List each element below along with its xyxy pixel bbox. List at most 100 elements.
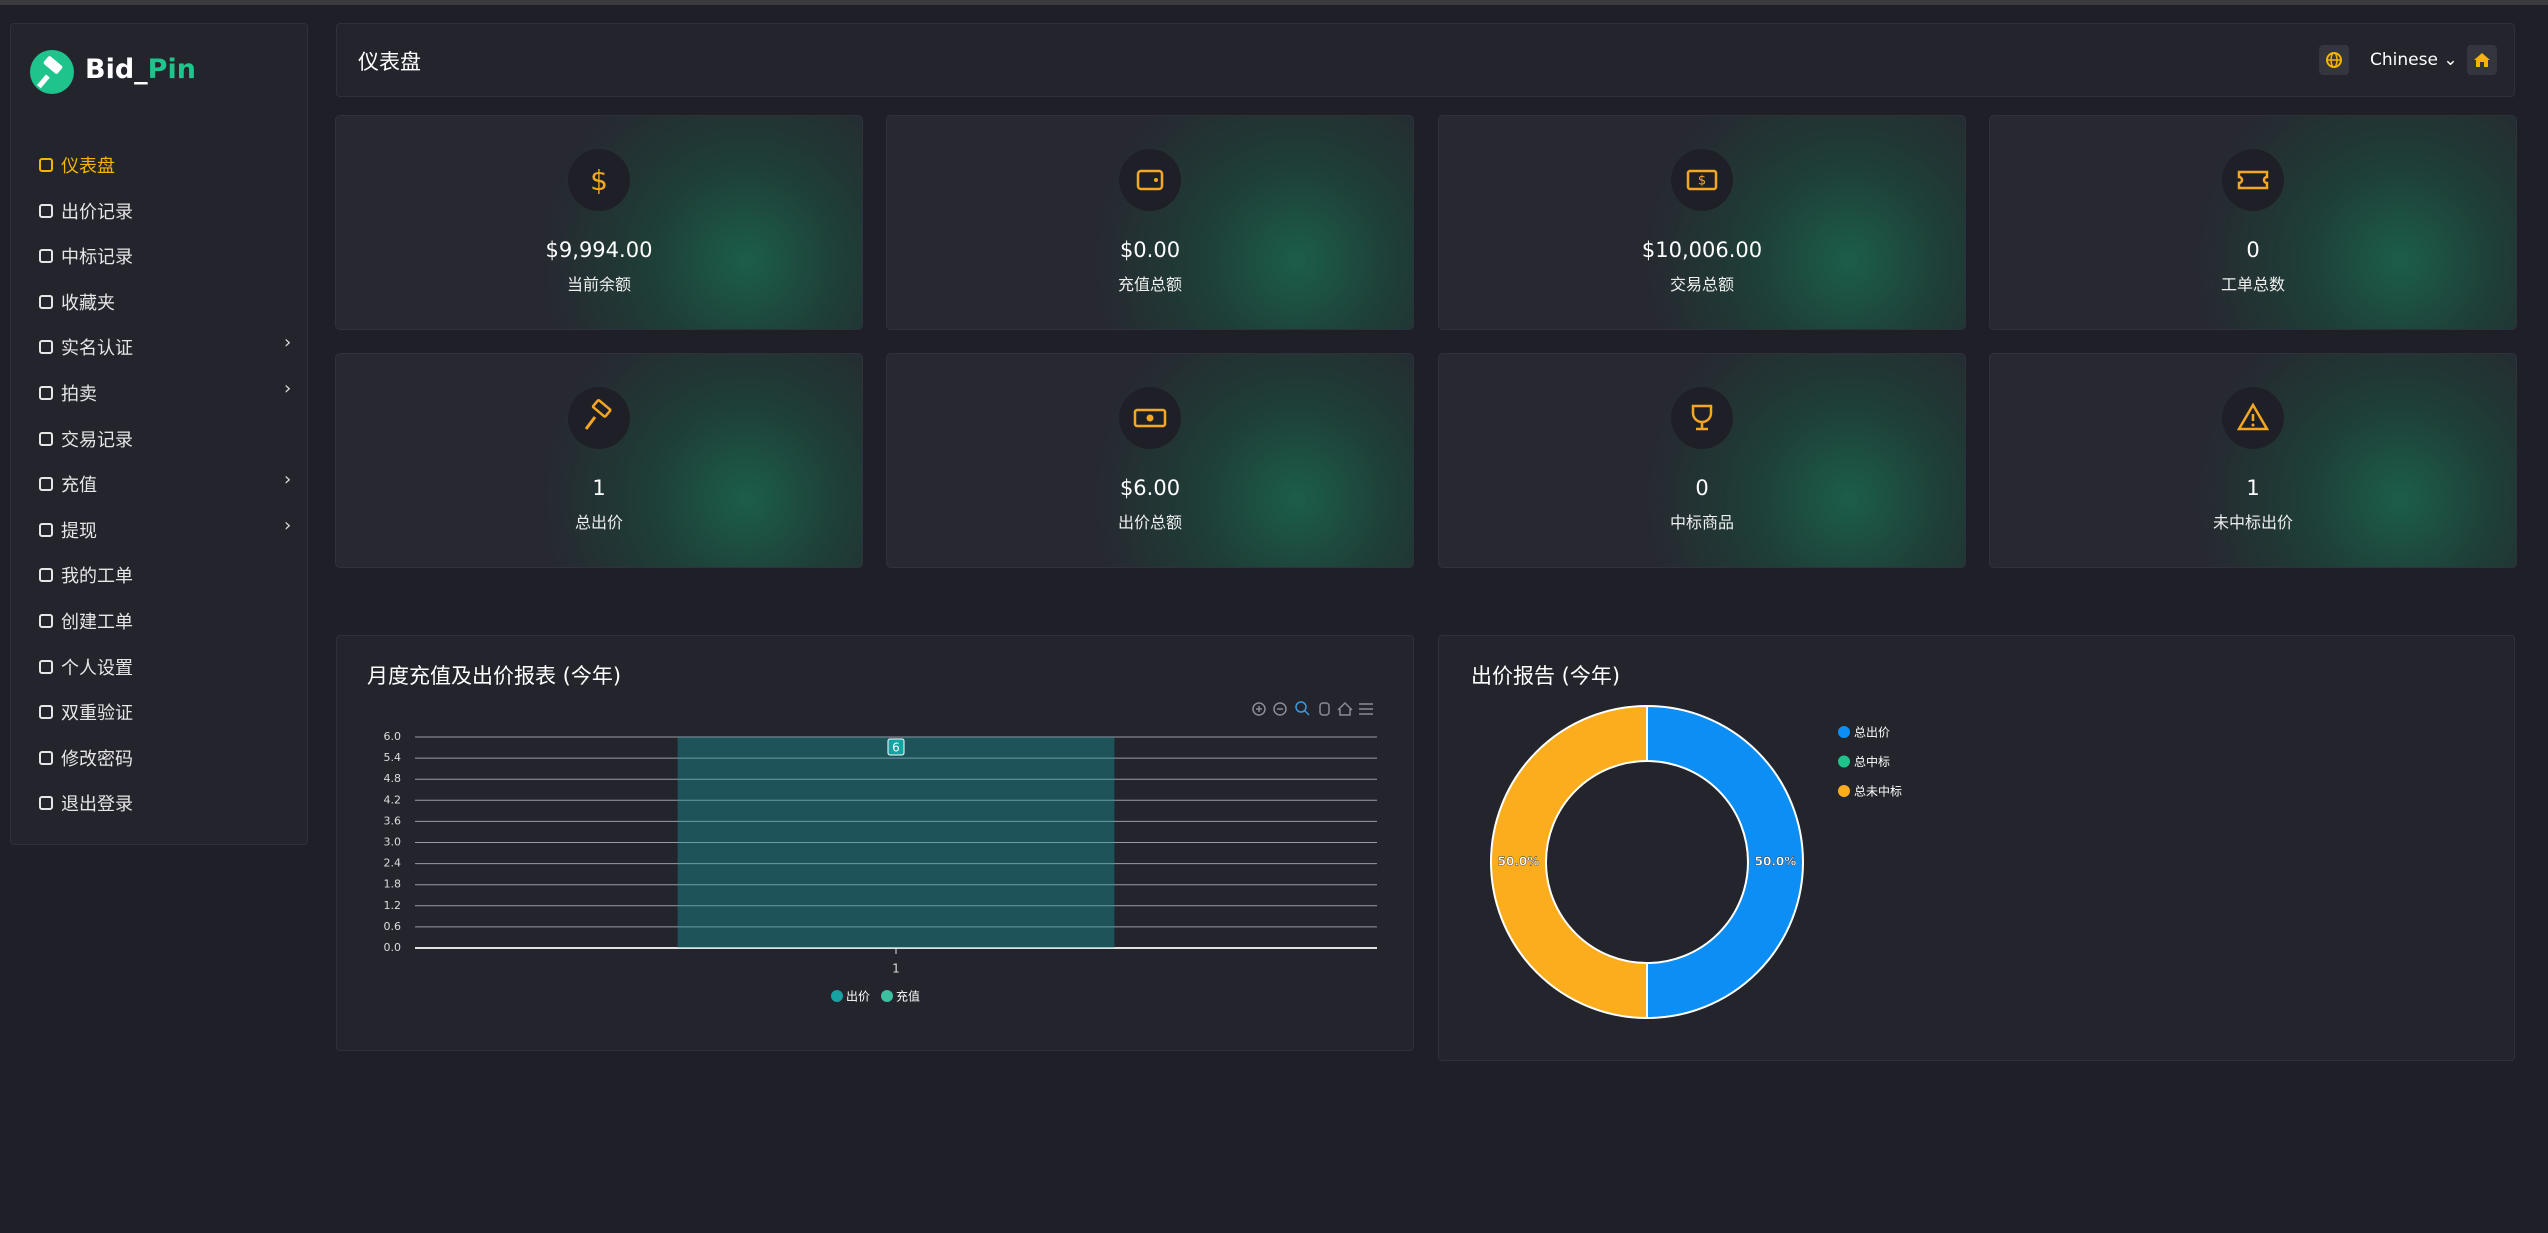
menu-label: 收藏夹 [61,292,115,314]
menu-item[interactable]: 出价记录 [39,198,133,224]
legend-swatch [1838,785,1850,797]
y-tick-label: 3.6 [384,814,402,827]
legend-label: 总出价 [1854,726,1890,740]
logo-icon [30,50,74,94]
menu-label: 修改密码 [61,748,133,770]
y-tick-label: 5.4 [384,751,402,764]
chevron: › [284,514,292,536]
pie-segment [1646,704,1804,1020]
menu-icon [39,386,53,400]
menu-item[interactable]: 收藏夹 [39,289,115,315]
stat-card: 1 总出价 [335,353,863,568]
stat-card: 0 工单总数 [1989,115,2517,330]
stat-card: $0.00 充值总额 [886,115,1414,330]
stat-card: $6.00 出价总额 [886,353,1414,568]
menu-icon [39,203,53,218]
menu-icon [39,659,53,674]
menu-item[interactable]: 充值 [39,471,97,497]
stat-card: 0 中标商品 [1438,353,1966,568]
card-icon [1671,387,1733,449]
menu-item[interactable]: 实名认证 [39,334,133,360]
menu-label: 个人设置 [61,657,133,679]
y-tick-label: 4.2 [384,793,402,806]
menu-item[interactable]: 中标记录 [39,243,133,269]
brand-first: Bid_ [85,54,148,85]
globe-button[interactable] [2319,45,2349,75]
svg-text:$: $ [1698,174,1706,189]
menu-icon [39,294,53,309]
menu-item[interactable]: 修改密码 [39,745,133,771]
menu-item[interactable]: 拍卖 [39,380,97,406]
menu-item[interactable]: 交易记录 [39,426,133,452]
language-select[interactable]: Chinese ⌄ [2370,50,2458,70]
menu-item[interactable]: 创建工单 [39,608,133,634]
card-label: 当前余额 [566,275,631,294]
card-value: $6.00 [1119,476,1181,500]
card-label: 工单总数 [2220,275,2285,294]
menu-item[interactable]: 退出登录 [39,790,133,816]
card-label: 充值总额 [1117,275,1182,294]
y-tick-label: 1.8 [384,878,402,891]
card-label: 总出价 [574,513,623,532]
chevron: › [284,332,292,354]
menu-label: 实名认证 [61,338,133,360]
menu-item[interactable]: 提现 [39,517,97,543]
slice-label: 50.0% [1755,855,1797,869]
y-tick-label: 3.0 [384,836,402,849]
card-icon [2222,387,2284,449]
menu-label: 出价记录 [61,201,133,223]
bar-chart: 月度充值及出价报表 (今年) 0.0 0.6 1.2 1.8 2.4 3.0 3.6 4.2 4.… [367,664,1377,1004]
menu-label: 拍卖 [61,384,97,405]
menu-label: 双重验证 [61,703,133,725]
menu-item[interactable]: 仪表盘 [39,152,115,178]
legend-label: 总中标 [1854,754,1890,769]
menu-icon [39,705,53,720]
legend-label: 充值 [896,989,920,1004]
card-icon: $ [568,149,630,211]
y-tick-label: 4.8 [384,772,402,785]
card-value: $9,994.00 [545,238,653,262]
legend-label: 总未中标 [1854,784,1902,799]
menu-label: 充值 [61,475,97,497]
card-value: 0 [1695,476,1709,500]
card-label: 出价总额 [1117,513,1182,532]
menu-label: 退出登录 [61,794,133,816]
menu-label: 我的工单 [61,566,133,588]
x-tick-label: 1 [892,962,900,976]
card-value: $0.00 [1119,238,1181,262]
brand: Bid_Pin [85,54,196,85]
y-tick-label: 1.2 [384,899,402,912]
chart-title: 月度充值及出价报表 (今年) [367,664,621,688]
chevron: › [284,378,292,399]
card-value: $10,006.00 [1641,238,1763,262]
chevron: › [284,469,292,491]
home-button[interactable] [2467,45,2497,75]
value-label-box [887,738,905,756]
menu-label: 创建工单 [61,612,133,633]
card-label: 交易总额 [1669,275,1734,294]
menu-icon [39,249,53,264]
legend-swatch [1838,755,1850,768]
card-value: 1 [2246,476,2260,500]
menu-label: 中标记录 [61,247,133,269]
y-tick-label: 0.0 [384,941,402,954]
y-tick-label: 2.4 [384,857,402,870]
menu-item[interactable]: 个人设置 [39,654,133,680]
card-icon [568,387,630,449]
menu-icon [39,796,53,811]
value-label: 6 [892,741,900,755]
menu-item[interactable]: 我的工单 [39,562,133,588]
card-icon [1119,387,1181,449]
card-value: 0 [2246,238,2260,262]
card-label: 中标商品 [1669,513,1734,532]
chart-toolbar[interactable] [1252,701,1373,716]
stat-card: 1 未中标出价 [1989,353,2517,568]
menu-item[interactable]: 双重验证 [39,699,133,725]
card-value: 1 [592,476,606,500]
svg-text:$: $ [590,164,608,197]
card-icon [2222,149,2284,211]
menu-icon [39,750,53,765]
card-label: 未中标出价 [2212,513,2293,532]
